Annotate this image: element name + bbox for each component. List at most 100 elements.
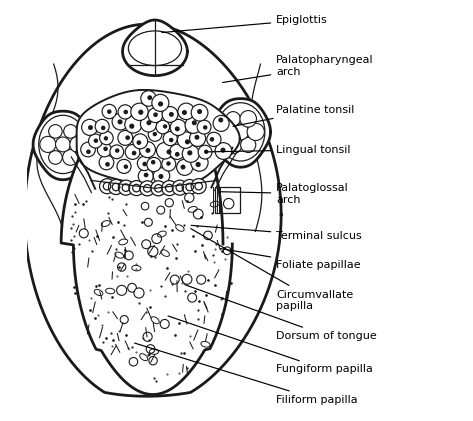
Circle shape (141, 203, 149, 210)
Circle shape (226, 112, 240, 126)
Polygon shape (61, 93, 232, 394)
Circle shape (131, 103, 148, 120)
Circle shape (125, 144, 140, 160)
Circle shape (105, 137, 107, 140)
Circle shape (133, 134, 148, 149)
Circle shape (70, 136, 86, 152)
Circle shape (210, 138, 213, 141)
Circle shape (117, 285, 127, 296)
Circle shape (118, 180, 133, 195)
Circle shape (204, 126, 207, 129)
Circle shape (89, 126, 92, 129)
Circle shape (178, 103, 194, 120)
Circle shape (87, 150, 90, 153)
Circle shape (146, 149, 149, 152)
Circle shape (162, 157, 176, 171)
Circle shape (162, 181, 177, 196)
Circle shape (99, 155, 114, 170)
Text: Palatoglossal
arch: Palatoglossal arch (220, 183, 349, 205)
Circle shape (163, 131, 177, 146)
Circle shape (94, 139, 97, 142)
Circle shape (108, 179, 123, 195)
Circle shape (99, 179, 114, 194)
Circle shape (140, 181, 155, 196)
Circle shape (188, 151, 192, 155)
Circle shape (153, 133, 156, 136)
Circle shape (147, 121, 151, 125)
Circle shape (191, 104, 208, 121)
Circle shape (191, 154, 208, 171)
Circle shape (88, 134, 103, 148)
Text: Dorsum of tongue: Dorsum of tongue (185, 285, 377, 341)
Circle shape (205, 150, 208, 153)
Circle shape (143, 163, 146, 165)
Circle shape (182, 179, 197, 195)
Circle shape (185, 117, 201, 133)
Text: Foliate papillae: Foliate papillae (220, 248, 361, 270)
Circle shape (197, 120, 211, 134)
Circle shape (196, 163, 200, 166)
Circle shape (126, 136, 129, 139)
Circle shape (190, 131, 206, 147)
Circle shape (167, 162, 170, 165)
Circle shape (177, 132, 194, 148)
Circle shape (100, 131, 113, 145)
Circle shape (169, 144, 185, 160)
Circle shape (144, 218, 152, 226)
Circle shape (124, 165, 127, 168)
Text: Terminal sulcus: Terminal sulcus (191, 225, 362, 240)
Circle shape (148, 96, 151, 99)
Circle shape (193, 209, 203, 219)
Circle shape (195, 136, 199, 139)
Circle shape (157, 206, 165, 214)
Circle shape (40, 136, 56, 152)
Circle shape (215, 143, 232, 160)
Circle shape (102, 104, 116, 119)
Circle shape (79, 229, 88, 238)
Circle shape (116, 149, 119, 152)
Circle shape (128, 283, 136, 292)
Circle shape (167, 150, 171, 154)
Circle shape (137, 141, 140, 144)
Circle shape (197, 275, 206, 284)
Text: Palatine tonsil: Palatine tonsil (233, 105, 355, 126)
Circle shape (159, 102, 162, 106)
Polygon shape (33, 111, 93, 180)
Circle shape (164, 125, 166, 128)
Circle shape (146, 345, 155, 353)
Circle shape (181, 165, 185, 169)
Circle shape (152, 94, 169, 112)
Circle shape (118, 105, 132, 119)
Circle shape (185, 140, 189, 144)
Circle shape (143, 332, 152, 341)
Circle shape (125, 116, 142, 133)
Circle shape (82, 119, 98, 136)
Circle shape (142, 240, 150, 249)
Circle shape (170, 139, 173, 141)
Circle shape (62, 149, 79, 165)
Circle shape (148, 128, 162, 141)
Circle shape (124, 251, 133, 260)
Circle shape (170, 275, 179, 284)
Circle shape (137, 156, 152, 171)
Circle shape (188, 293, 197, 302)
Circle shape (117, 160, 131, 173)
Circle shape (175, 153, 179, 156)
Circle shape (129, 181, 144, 196)
Circle shape (49, 125, 62, 138)
Circle shape (182, 274, 192, 284)
Circle shape (240, 111, 256, 127)
Circle shape (224, 198, 234, 209)
Circle shape (118, 131, 133, 145)
Circle shape (117, 263, 126, 271)
Polygon shape (123, 20, 187, 76)
Circle shape (160, 320, 169, 328)
Circle shape (97, 143, 112, 157)
Circle shape (118, 120, 122, 124)
Circle shape (140, 141, 156, 157)
Text: Epiglottis: Epiglottis (162, 15, 328, 32)
Circle shape (198, 110, 201, 113)
Polygon shape (77, 90, 240, 187)
Circle shape (129, 357, 138, 366)
Circle shape (165, 199, 174, 207)
